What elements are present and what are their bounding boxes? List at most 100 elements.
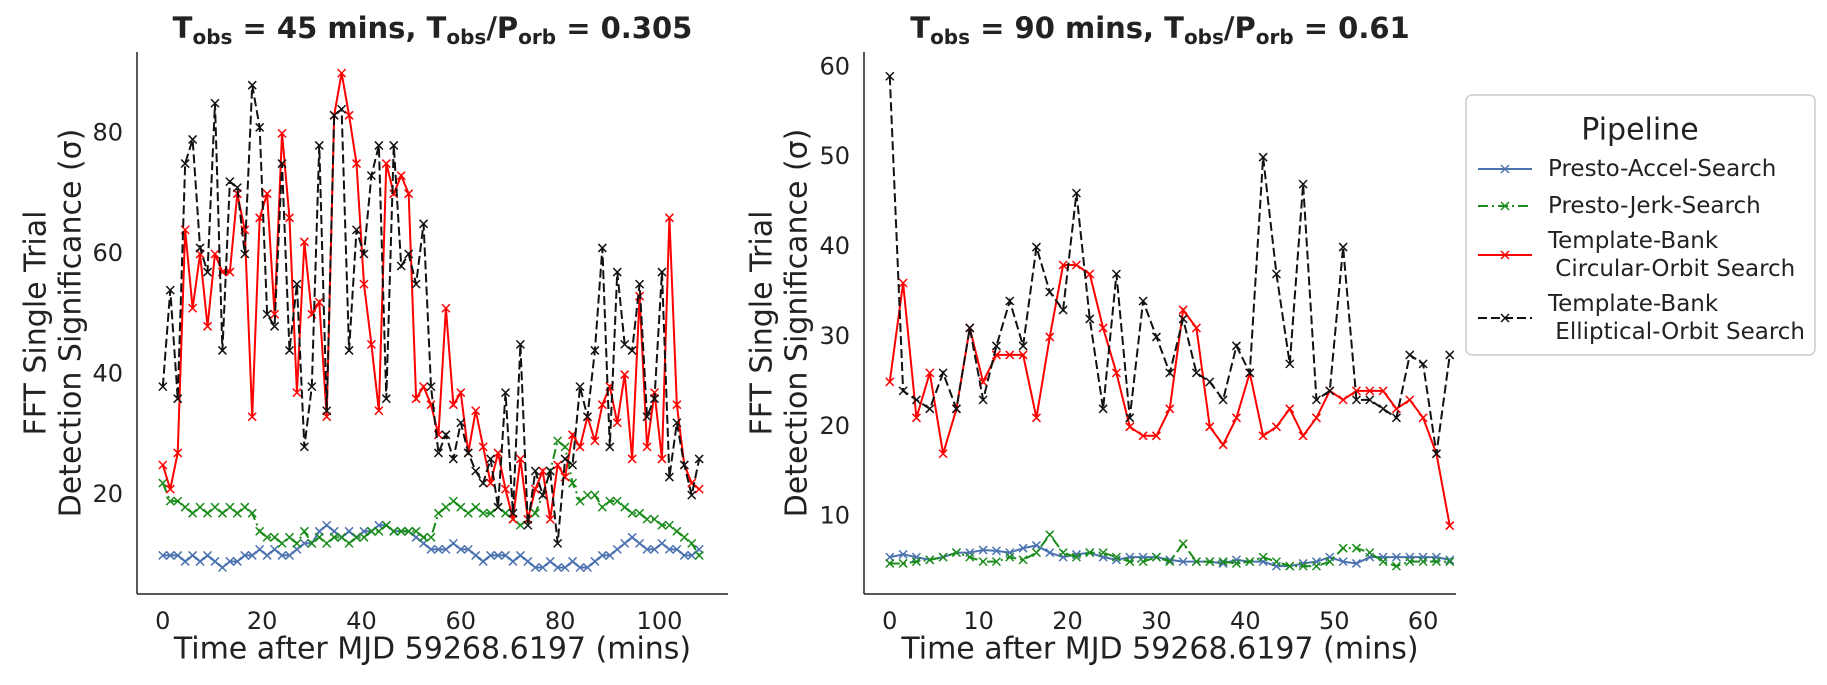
- point-marker: [419, 382, 429, 392]
- point-marker: [1071, 260, 1081, 270]
- legend-label-line: Presto-Jerk-Search: [1548, 193, 1761, 219]
- point-marker: [885, 71, 895, 81]
- point-marker: [1205, 377, 1215, 387]
- point-marker: [1231, 413, 1241, 423]
- point-marker: [620, 502, 630, 512]
- point-marker: [299, 442, 309, 452]
- point-marker: [359, 279, 369, 289]
- x-tick-label: 80: [545, 607, 576, 635]
- point-marker: [1405, 395, 1415, 405]
- point-marker: [1165, 557, 1175, 567]
- point-marker: [1445, 350, 1455, 360]
- point-marker: [925, 404, 935, 414]
- point-marker: [255, 122, 265, 132]
- point-marker: [679, 550, 689, 560]
- point-marker: [471, 466, 481, 476]
- point-marker: [1431, 449, 1441, 459]
- point-marker: [210, 249, 220, 259]
- point-marker: [329, 110, 339, 120]
- legend-title: Pipeline: [1581, 113, 1698, 148]
- point-marker: [508, 556, 518, 566]
- point-marker: [515, 520, 525, 530]
- point-marker: [597, 502, 607, 512]
- point-marker: [1005, 552, 1015, 562]
- point-marker: [1391, 413, 1401, 423]
- point-marker: [1191, 368, 1201, 378]
- point-marker: [1258, 431, 1268, 441]
- point-marker: [1178, 539, 1188, 549]
- point-marker: [627, 508, 637, 518]
- point-marker: [292, 538, 302, 548]
- title-part: obs: [1184, 25, 1224, 49]
- y-axis-label: Detection Significance (σ): [780, 129, 815, 518]
- y-tick-label: 20: [819, 412, 850, 440]
- point-marker: [217, 562, 227, 573]
- point-marker: [1258, 152, 1268, 162]
- point-marker: [687, 538, 697, 548]
- point-marker: [344, 538, 354, 548]
- point-marker: [1418, 557, 1428, 567]
- point-marker: [568, 460, 578, 470]
- point-marker: [158, 550, 168, 560]
- point-marker: [1085, 269, 1095, 279]
- title-part: /P: [486, 11, 518, 45]
- point-marker: [359, 249, 369, 259]
- point-marker: [411, 526, 421, 536]
- point-marker: [500, 550, 511, 560]
- point-marker: [173, 496, 183, 506]
- point-marker: [277, 128, 287, 138]
- point-marker: [687, 490, 697, 500]
- point-marker: [180, 502, 190, 512]
- point-marker: [195, 502, 205, 512]
- point-marker: [991, 341, 1001, 351]
- point-marker: [500, 484, 511, 494]
- point-marker: [672, 418, 682, 428]
- point-marker: [620, 538, 630, 548]
- point-marker: [694, 484, 704, 494]
- point-marker: [553, 436, 563, 446]
- point-marker: [1178, 314, 1188, 324]
- x-tick-label: 40: [1230, 607, 1261, 635]
- point-marker: [605, 550, 615, 560]
- point-marker: [1338, 543, 1348, 553]
- point-marker: [597, 400, 607, 410]
- point-marker: [1018, 341, 1028, 351]
- point-marker: [195, 243, 205, 253]
- point-marker: [299, 526, 309, 536]
- point-marker: [620, 370, 630, 380]
- point-marker: [1071, 188, 1081, 198]
- point-marker: [1138, 431, 1148, 441]
- point-marker: [1338, 242, 1348, 252]
- point-marker: [165, 484, 175, 494]
- point-marker: [374, 526, 384, 536]
- point-marker: [575, 442, 585, 452]
- point-marker: [247, 508, 257, 518]
- point-marker: [911, 413, 921, 423]
- point-marker: [657, 538, 667, 548]
- point-marker: [1351, 558, 1361, 568]
- point-marker: [612, 267, 622, 277]
- point-marker: [292, 388, 302, 398]
- point-marker: [337, 68, 347, 78]
- point-marker: [885, 377, 895, 387]
- point-marker: [456, 418, 466, 428]
- point-marker: [1005, 296, 1015, 306]
- point-marker: [262, 189, 272, 199]
- point-marker: [1298, 561, 1308, 571]
- point-marker: [158, 460, 168, 470]
- point-marker: [1191, 557, 1201, 567]
- title-part: orb: [1256, 25, 1294, 49]
- point-marker: [1178, 557, 1188, 567]
- title-part: = 0.61: [1294, 11, 1410, 45]
- point-marker: [247, 550, 257, 560]
- point-marker: [1418, 359, 1428, 369]
- point-marker: [1031, 540, 1041, 550]
- point-marker: [1125, 422, 1135, 432]
- title-part: obs: [930, 25, 970, 49]
- point-marker: [590, 490, 600, 500]
- legend-marker: [1500, 164, 1510, 174]
- point-marker: [1298, 179, 1308, 189]
- point-marker: [664, 520, 674, 530]
- point-marker: [664, 213, 674, 223]
- point-marker: [649, 514, 660, 524]
